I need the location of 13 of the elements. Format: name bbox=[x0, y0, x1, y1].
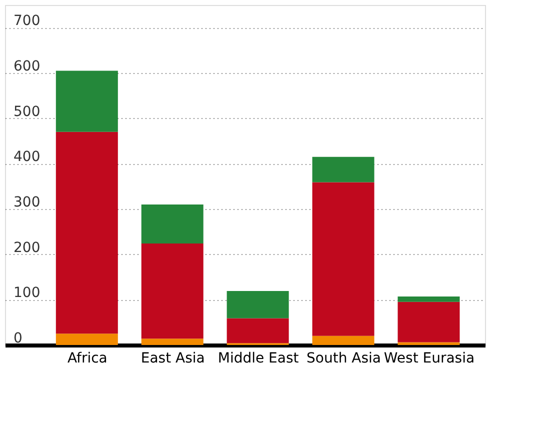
y-tick-label: 0 bbox=[14, 330, 22, 346]
y-tick-label: 400 bbox=[14, 149, 40, 166]
x-tick-label: Africa bbox=[67, 350, 108, 366]
x-tick-label: East Asia bbox=[140, 350, 205, 366]
x-tick-label: Middle East bbox=[218, 350, 300, 366]
y-tick-label: 700 bbox=[14, 13, 40, 30]
y-tick-label: 100 bbox=[14, 285, 40, 302]
x-tick-label: South Asia bbox=[306, 350, 382, 366]
x-tick-label: West Eurasia bbox=[384, 350, 475, 366]
y-tick-label: 200 bbox=[14, 240, 40, 256]
y-tick-label: 500 bbox=[14, 104, 40, 120]
y-tick-label: 300 bbox=[14, 194, 40, 210]
y-tick-label: 600 bbox=[14, 58, 40, 74]
